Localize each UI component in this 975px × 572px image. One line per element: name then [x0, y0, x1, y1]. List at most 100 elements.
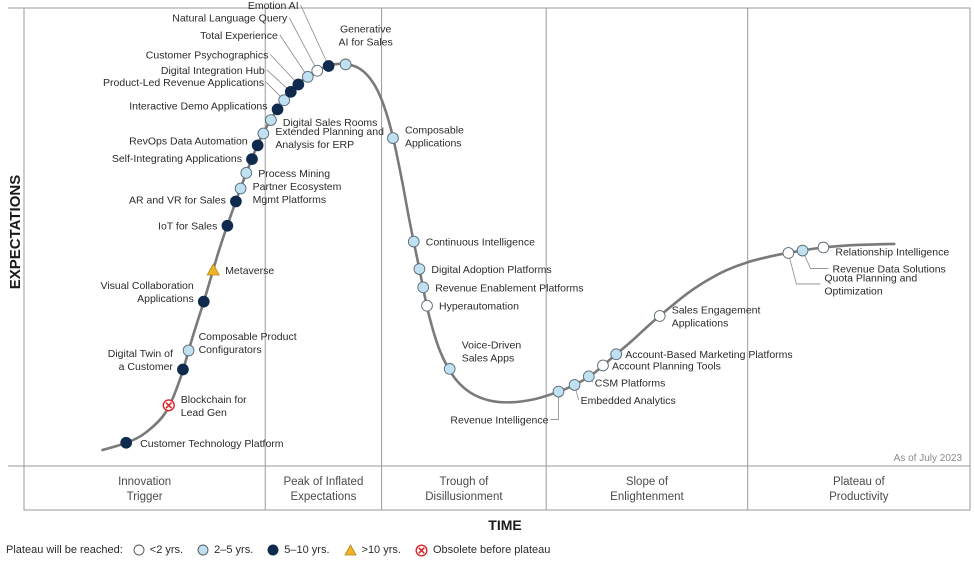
- legend-title: Plateau will be reached:: [6, 544, 123, 556]
- legend-marker-gt10: [343, 544, 357, 556]
- label-composable-product-configurators: Composable Product Configurators: [199, 331, 297, 356]
- marker-emotion-ai: [322, 60, 335, 72]
- marker-hyperautomation: [421, 299, 433, 312]
- phase-labels: Innovation Trigger Peak of Inflated Expecta…: [118, 476, 889, 503]
- marker-digital-sales-rooms: [265, 114, 277, 126]
- label-digital-twin-of-a-customer: Digital Twin of a Customer: [108, 348, 174, 373]
- label-account-planning-tools: Account Planning Tools: [612, 360, 721, 372]
- label-hyperautomation: Hyperautomation: [439, 301, 519, 313]
- label-extended-planning-and-analysis-for-erp: Extended Planning and Analysis for ERP: [275, 126, 384, 151]
- marker-composable-applications: [387, 132, 399, 144]
- phase-label: Expectations: [290, 491, 356, 503]
- label-sales-engagement-applications: Sales Engagement Applications: [672, 305, 761, 330]
- label-self-integrating-applications: Self-Integrating Applications: [112, 153, 242, 165]
- marker-process-mining: [240, 167, 253, 179]
- label-quota-planning-and-optimization: Quota Planning and Optimization: [824, 272, 917, 297]
- technology-markers: [120, 58, 830, 449]
- legend-item-lt2: <2 yrs.: [133, 544, 183, 556]
- x-axis-title: TIME: [488, 517, 521, 533]
- marker-customer-technology-platform: [120, 436, 133, 449]
- label-metaverse: Metaverse: [225, 265, 274, 277]
- phase-dividers: [264, 8, 749, 510]
- phase-label: Disillusionment: [425, 491, 503, 503]
- label-continuous-intelligence: Continuous Intelligence: [426, 237, 535, 249]
- marker-sales-engagement-applications: [653, 310, 666, 322]
- leader-line: [300, 4, 329, 67]
- phase-label: Trigger: [127, 491, 163, 503]
- marker-visual-collaboration-applications: [197, 295, 210, 308]
- marker-total-experience: [301, 71, 314, 83]
- marker-revenue-enablement-platforms: [417, 281, 430, 294]
- legend-marker-obsolete: [415, 543, 428, 557]
- phase-label: Innovation: [118, 476, 171, 488]
- marker-customer-psychographics: [292, 78, 305, 91]
- legend-item-2to5: 2–5 yrs.: [197, 544, 253, 556]
- legend-marker-2to5: [197, 544, 209, 556]
- label-digital-adoption-platforms: Digital Adoption Platforms: [431, 264, 551, 276]
- label-emotion-ai: Emotion AI: [248, 0, 299, 12]
- label-partner-ecosystem-mgmt-platforms: Partner Ecosystem Mgmt Platforms: [253, 181, 342, 206]
- label-digital-sales-rooms: Digital Sales Rooms: [283, 117, 378, 129]
- marker-account-planning-tools: [597, 359, 609, 372]
- legend-label-gt10: >10 yrs.: [361, 544, 401, 556]
- marker-partner-ecosystem-mgmt-platforms: [234, 182, 247, 195]
- marker-generative-ai-for-sales: [339, 58, 352, 71]
- hype-cycle-chart: Innovation Trigger Peak of Inflated Expecta…: [7, 0, 971, 533]
- label-csm-platforms: CSM Platforms: [595, 377, 666, 389]
- marker-ar-and-vr-for-sales: [230, 195, 242, 208]
- phase-label: Peak of Inflated: [283, 476, 363, 488]
- label-composable-applications: Composable Applications: [405, 125, 464, 150]
- label-relationship-intelligence: Relationship Intelligence: [835, 247, 949, 259]
- marker-product-led-revenue-applications: [278, 94, 291, 107]
- label-customer-psychographics: Customer Psychographics: [146, 49, 269, 61]
- marker-digital-integration-hub: [284, 85, 297, 98]
- marker-quota-planning-and-optimization: [782, 247, 795, 259]
- phase-band: [23, 465, 971, 511]
- marker-voice-driven-sales-apps: [443, 363, 456, 375]
- label-revops-data-automation: RevOps Data Automation: [129, 135, 248, 147]
- leader-line: [802, 250, 829, 269]
- marker-relationship-intelligence: [817, 241, 830, 254]
- marker-revenue-intelligence: [552, 385, 565, 398]
- label-revenue-enablement-platforms: Revenue Enablement Platforms: [435, 282, 583, 294]
- label-customer-technology-platform: Customer Technology Platform: [140, 438, 284, 450]
- legend-label-lt2: <2 yrs.: [149, 544, 184, 556]
- legend: Plateau will be reached: <2 yrs. 2–5 yrs…: [6, 541, 564, 559]
- leader-lines: [265, 4, 829, 420]
- label-visual-collaboration-applications: Visual Collaboration Applications: [101, 280, 194, 305]
- leader-line: [550, 391, 559, 420]
- marker-metaverse: [206, 263, 220, 276]
- label-account-based-marketing-platforms: Account-Based Marketing Platforms: [625, 349, 793, 361]
- hype-curve: [101, 62, 896, 452]
- label-blockchain-for-lead-gen: Blockchain for Lead Gen: [181, 394, 247, 419]
- label-product-led-revenue-applications: Product-Led Revenue Applications: [103, 77, 264, 89]
- legend-marker-5to10: [267, 544, 279, 556]
- leader-line: [288, 17, 318, 71]
- label-interactive-demo-applications: Interactive Demo Applications: [129, 100, 267, 112]
- label-natural-language-query: Natural Language Query: [172, 13, 288, 25]
- marker-iot-for-sales: [221, 219, 234, 232]
- label-ar-and-vr-for-sales: AR and VR for Sales: [129, 194, 226, 206]
- phase-label: Plateau of: [833, 476, 886, 488]
- label-generative-ai-for-sales: Generative AI for Sales: [338, 23, 392, 48]
- phase-label: Trough of: [439, 476, 489, 488]
- label-process-mining: Process Mining: [258, 168, 330, 180]
- marker-digital-twin-of-a-customer: [177, 363, 189, 376]
- label-total-experience: Total Experience: [200, 30, 278, 42]
- legend-label-obsolete: Obsolete before plateau: [432, 544, 551, 556]
- marker-extended-planning-and-analysis-for-erp: [257, 127, 270, 140]
- label-revenue-intelligence: Revenue Intelligence: [450, 415, 548, 427]
- as-of-date: As of July 2023: [894, 453, 963, 464]
- marker-csm-platforms: [582, 370, 595, 383]
- marker-embedded-analytics: [568, 379, 581, 391]
- marker-blockchain-for-lead-gen: [162, 399, 175, 412]
- marker-composable-product-configurators: [182, 344, 195, 357]
- leader-line: [787, 252, 821, 285]
- label-embedded-analytics: Embedded Analytics: [581, 395, 676, 407]
- marker-digital-adoption-platforms: [413, 263, 426, 275]
- label-voice-driven-sales-apps: Voice-Driven Sales Apps: [462, 339, 522, 364]
- phase-label: Enlightenment: [610, 491, 684, 503]
- label-digital-integration-hub: Digital Integration Hub: [161, 65, 265, 77]
- legend-label-5to10: 5–10 yrs.: [284, 544, 330, 556]
- leader-line: [270, 54, 299, 85]
